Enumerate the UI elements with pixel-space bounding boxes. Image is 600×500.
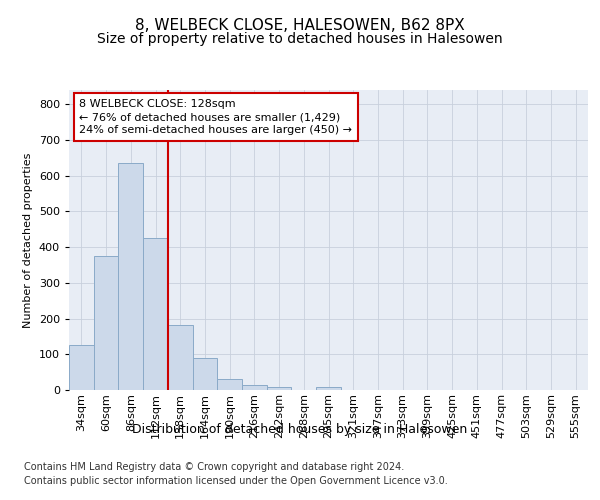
Bar [168,324,193,390]
Bar [217,378,242,390]
Y-axis label: Number of detached properties: Number of detached properties [23,152,33,328]
Bar [193,358,217,390]
Text: Distribution of detached houses by size in Halesowen: Distribution of detached houses by size … [133,422,467,436]
Text: 8 WELBECK CLOSE: 128sqm
← 76% of detached houses are smaller (1,429)
24% of semi: 8 WELBECK CLOSE: 128sqm ← 76% of detache… [79,99,352,136]
Bar [69,344,94,390]
Bar [94,256,118,390]
Bar [118,163,143,390]
Text: Contains HM Land Registry data © Crown copyright and database right 2024.: Contains HM Land Registry data © Crown c… [24,462,404,472]
Bar [143,238,168,390]
Bar [242,384,267,390]
Bar [267,387,292,390]
Text: 8, WELBECK CLOSE, HALESOWEN, B62 8PX: 8, WELBECK CLOSE, HALESOWEN, B62 8PX [135,18,465,32]
Text: Size of property relative to detached houses in Halesowen: Size of property relative to detached ho… [97,32,503,46]
Bar [316,387,341,390]
Text: Contains public sector information licensed under the Open Government Licence v3: Contains public sector information licen… [24,476,448,486]
